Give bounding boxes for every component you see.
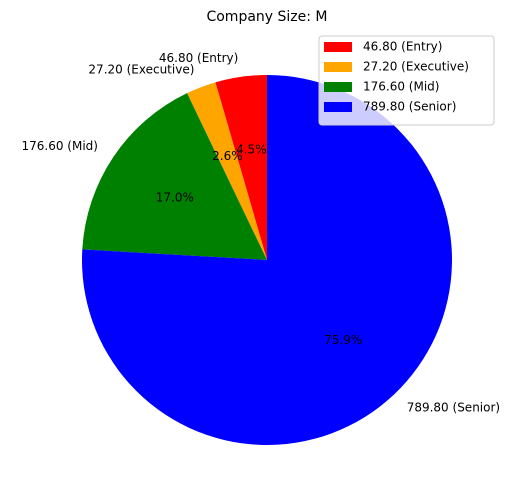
percent-label-176-60-mid: 17.0% — [156, 191, 194, 205]
slice-labels: 46.80 (Entry)27.20 (Executive)176.60 (Mi… — [21, 51, 500, 414]
slice-789-80-senior — [82, 75, 453, 445]
legend-frame — [318, 35, 495, 126]
percent-labels: 4.5%2.6% 17.0% 75.9% — [156, 143, 363, 348]
legend-label-789-80-senior: 789.80 (Senior) — [363, 100, 456, 114]
percent-label-46-80-entry: 4.5% — [236, 143, 267, 157]
slice-27-20-executive — [187, 82, 267, 260]
legend-swatch-46-80-entry — [324, 42, 352, 52]
legend-swatch-176-60-mid — [324, 82, 352, 92]
slice-176-60-mid — [82, 93, 268, 261]
legend: 46.80 (Entry) 27.20 (Executive) 176.60 (Mi… — [318, 35, 495, 126]
slice-label-176-60-mid: 176.60 (Mid) — [21, 139, 97, 153]
percent-label-27-20-executive: 2.6% — [212, 149, 243, 163]
slice-label-27-20-executive: 27.20 (Executive) — [88, 62, 194, 76]
legend-label-176-60-mid: 176.60 (Mid) — [363, 80, 439, 94]
slice-46-80-entry — [215, 75, 267, 260]
legend-swatch-789-80-senior — [324, 102, 352, 112]
pie-slices — [82, 75, 453, 445]
legend-label-27-20-executive: 27.20 (Executive) — [363, 60, 469, 74]
slice-label-46-80-entry: 46.80 (Entry) — [159, 51, 238, 65]
chart-title: Company Size: M — [206, 9, 327, 25]
slice-label-789-80-senior: 789.80 (Senior) — [407, 400, 500, 414]
legend-swatch-27-20-executive — [324, 62, 352, 72]
legend-label-46-80-entry: 46.80 (Entry) — [363, 40, 442, 54]
percent-label-789-80-senior: 75.9% — [324, 333, 362, 347]
